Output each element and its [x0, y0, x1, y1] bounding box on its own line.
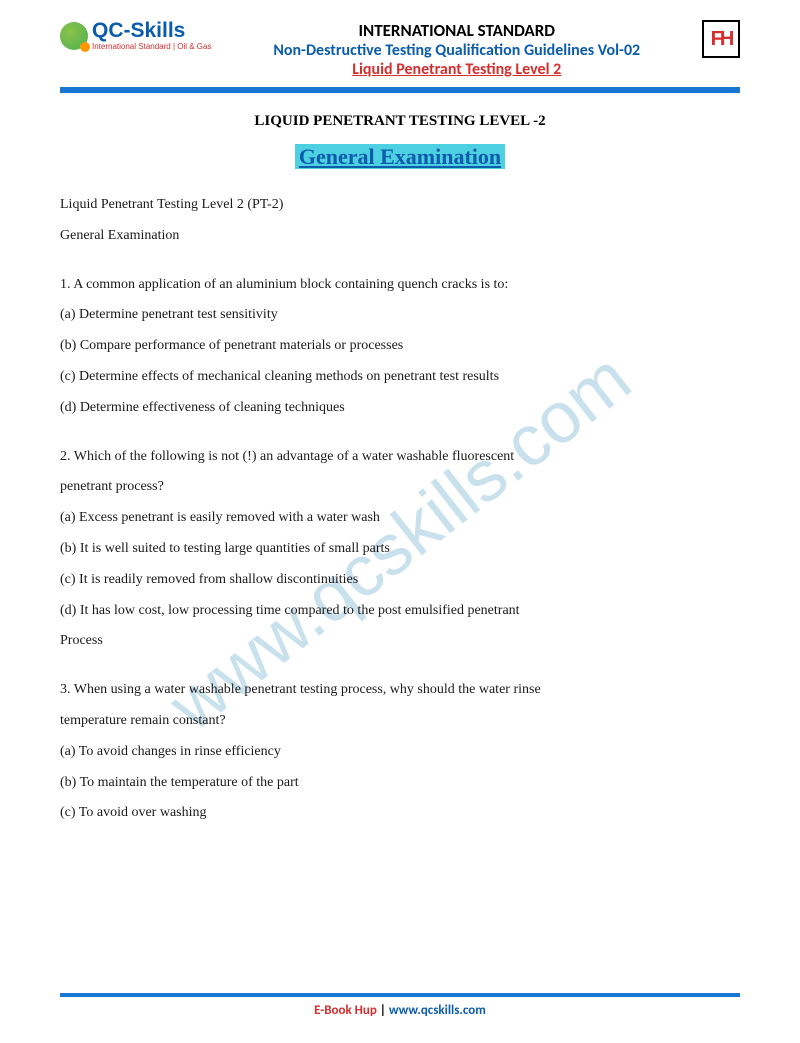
q3-stem2: temperature remain constant?: [60, 706, 740, 737]
q1-opt-d: (d) Determine effectiveness of cleaning …: [60, 393, 740, 424]
q2-opt-d2: Process: [60, 626, 740, 657]
header-line2: Non-Destructive Testing Qualification Gu…: [211, 41, 702, 60]
page-title: LIQUID PENETRANT TESTING LEVEL -2: [60, 113, 740, 130]
header-center: INTERNATIONAL STANDARD Non-Destructive T…: [211, 20, 702, 79]
q2-stem2: penetrant process?: [60, 472, 740, 503]
footer-divider: [60, 993, 740, 997]
qc-logo-icon: [60, 22, 88, 50]
footer-ebook: E-Book Hup: [314, 1003, 377, 1018]
q1-opt-b: (b) Compare performance of penetrant mat…: [60, 331, 740, 362]
fh-logo-icon: FH: [702, 20, 740, 58]
footer-sep: |: [377, 1003, 389, 1018]
footer-text: E-Book Hup | www.qcskills.com: [0, 1003, 800, 1018]
q2-opt-d: (d) It has low cost, low processing time…: [60, 596, 740, 627]
document-page: QC-Skills International Standard | Oil &…: [0, 0, 800, 1043]
header-line3: Liquid Penetrant Testing Level 2: [211, 60, 702, 79]
q3-stem1: 3. When using a water washable penetrant…: [60, 675, 740, 706]
q1-opt-c: (c) Determine effects of mechanical clea…: [60, 362, 740, 393]
logo-main-text: QC-Skills: [92, 20, 211, 41]
intro-line1: Liquid Penetrant Testing Level 2 (PT-2): [60, 190, 740, 221]
intro-line2: General Examination: [60, 221, 740, 252]
content-body: Liquid Penetrant Testing Level 2 (PT-2) …: [60, 190, 740, 829]
footer-url: www.qcskills.com: [389, 1003, 486, 1018]
logo-text-block: QC-Skills International Standard | Oil &…: [92, 20, 211, 51]
q1-stem: 1. A common application of an aluminium …: [60, 270, 740, 301]
q1-opt-a: (a) Determine penetrant test sensitivity: [60, 300, 740, 331]
logo-sub-text: International Standard | Oil & Gas: [92, 43, 211, 51]
header: QC-Skills International Standard | Oil &…: [60, 20, 740, 79]
header-line1: INTERNATIONAL STANDARD: [211, 20, 702, 41]
q2-stem1: 2. Which of the following is not (!) an …: [60, 442, 740, 473]
q2-opt-a: (a) Excess penetrant is easily removed w…: [60, 503, 740, 534]
q3-opt-c: (c) To avoid over washing: [60, 798, 740, 829]
q2-opt-b: (b) It is well suited to testing large q…: [60, 534, 740, 565]
logo-left: QC-Skills International Standard | Oil &…: [60, 20, 211, 51]
section-title-text: General Examination: [295, 144, 505, 169]
section-title: General Examination: [60, 144, 740, 170]
header-divider: [60, 87, 740, 93]
footer: E-Book Hup | www.qcskills.com: [0, 993, 800, 1018]
q2-opt-c: (c) It is readily removed from shallow d…: [60, 565, 740, 596]
q3-opt-b: (b) To maintain the temperature of the p…: [60, 768, 740, 799]
q3-opt-a: (a) To avoid changes in rinse efficiency: [60, 737, 740, 768]
